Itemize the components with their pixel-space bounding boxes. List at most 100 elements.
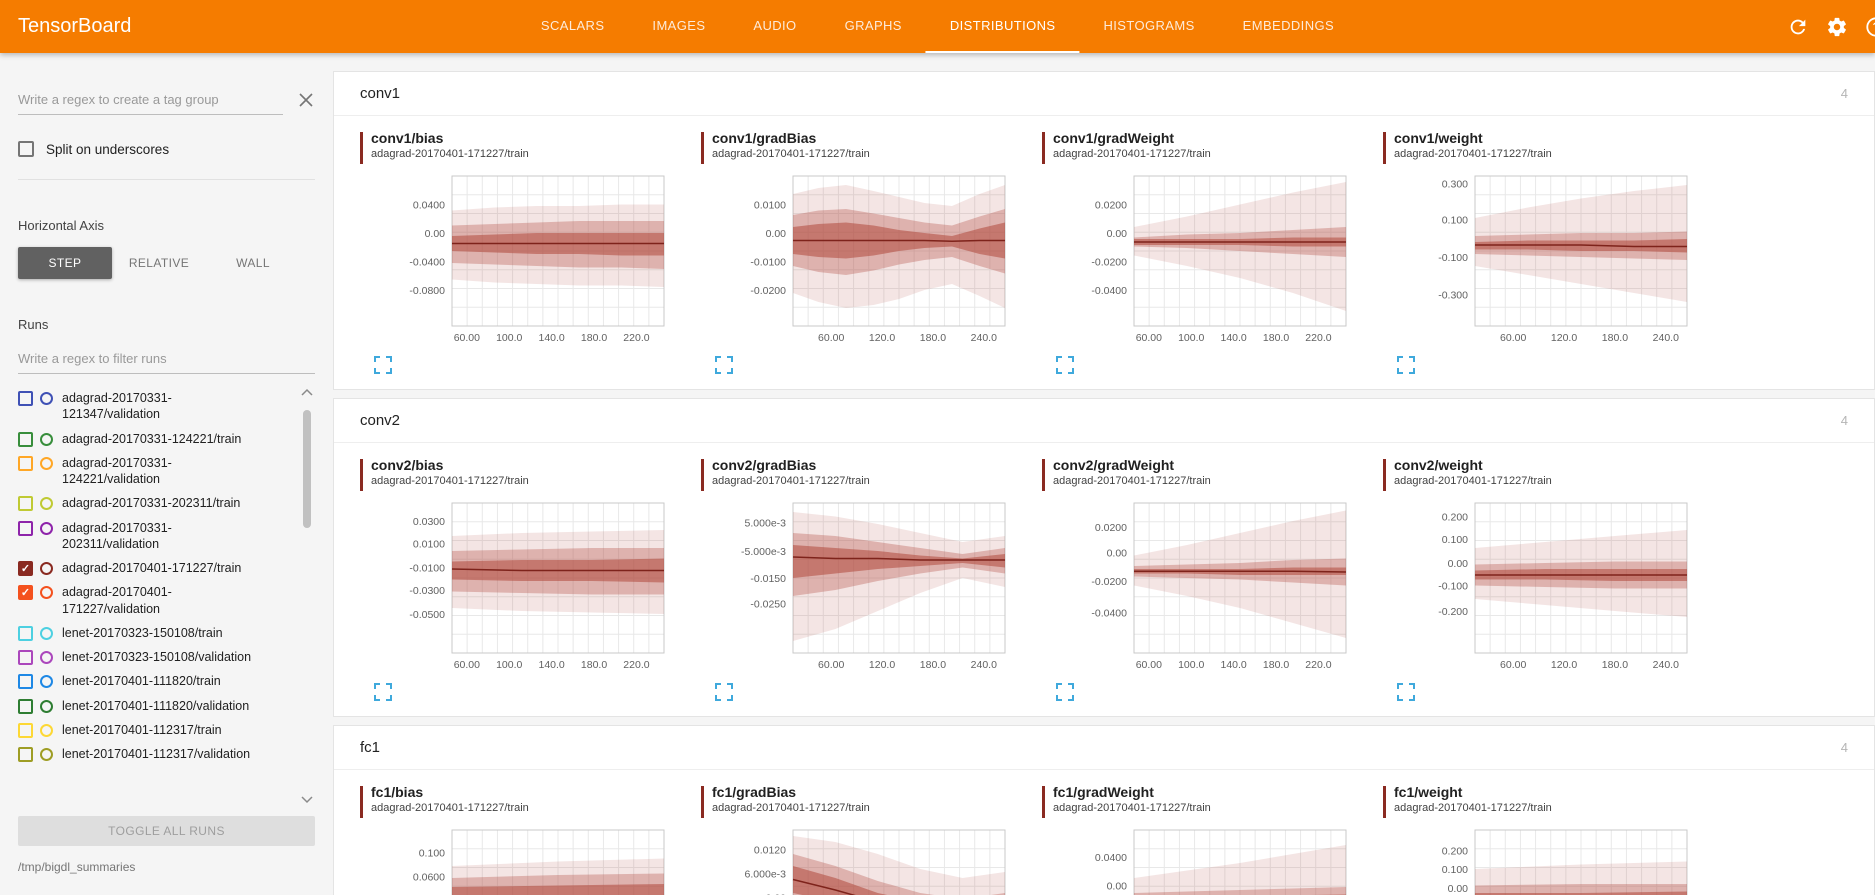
svg-text:?: ? [1873, 20, 1875, 34]
run-row[interactable]: adagrad-20170331-124221/validation [18, 451, 291, 492]
chart-title: fc1/gradWeight [1053, 784, 1154, 800]
svg-text:0.0100: 0.0100 [754, 200, 786, 212]
expand-chart-button[interactable] [1056, 683, 1074, 701]
section-header[interactable]: conv1 4 [334, 72, 1874, 116]
run-checkbox[interactable] [18, 722, 33, 738]
section-count: 4 [1840, 740, 1848, 755]
svg-text:-0.200: -0.200 [1438, 606, 1468, 618]
runs-filter-input[interactable] [18, 344, 315, 374]
run-color-circle[interactable] [40, 586, 53, 600]
axis-option-step[interactable]: STEP [18, 247, 112, 279]
scrollbar-thumb[interactable] [303, 410, 311, 528]
run-color-circle[interactable] [40, 432, 53, 446]
scroll-down-icon[interactable] [301, 796, 313, 804]
run-color-circle[interactable] [40, 723, 53, 737]
run-checkbox[interactable] [18, 650, 33, 665]
expand-chart-button[interactable] [374, 356, 392, 374]
divider [18, 179, 315, 180]
tag-group-regex-input[interactable] [18, 85, 283, 115]
run-checkbox[interactable] [18, 391, 33, 406]
run-checkbox[interactable] [18, 698, 33, 714]
run-row[interactable]: lenet-20170323-150108/train [18, 621, 291, 645]
tab-embeddings[interactable]: EMBEDDINGS [1242, 18, 1335, 33]
axis-option-wall[interactable]: WALL [206, 247, 300, 279]
svg-text:0.0600: 0.0600 [413, 872, 445, 884]
run-color-circle[interactable] [40, 497, 53, 511]
distribution-chart[interactable]: 0.0300 0.0100 -0.0100 -0.0300 -0.0500 60.00 10… [360, 495, 690, 677]
help-icon[interactable]: ? [1865, 16, 1875, 38]
expand-chart-button[interactable] [1397, 356, 1415, 374]
run-row[interactable]: adagrad-20170331-202311/validation [18, 516, 291, 557]
svg-text:-0.0200: -0.0200 [750, 285, 786, 297]
scroll-up-icon[interactable] [301, 388, 313, 396]
tab-audio[interactable]: AUDIO [753, 18, 797, 33]
run-color-circle[interactable] [40, 675, 53, 689]
refresh-icon[interactable] [1787, 16, 1809, 38]
section-header[interactable]: conv2 4 [334, 399, 1874, 443]
axis-option-relative[interactable]: RELATIVE [112, 247, 206, 279]
run-row[interactable]: adagrad-20170331-202311/train [18, 491, 291, 515]
distribution-chart[interactable]: 0.0200 0.00 -0.0200 -0.0400 60.00 100.0 140.0 1… [1042, 495, 1372, 677]
svg-text:60.00: 60.00 [454, 332, 480, 344]
svg-text:0.00: 0.00 [1107, 228, 1128, 240]
distribution-chart[interactable]: 0.0100 0.00 -0.0100 -0.0200 60.00 120.0 180.0 2… [701, 168, 1031, 350]
run-label: adagrad-20170331-124221/validation [62, 455, 172, 486]
distribution-chart[interactable]: 0.0200 0.00 -0.0200 -0.0400 60.00 100.0 140.0 1… [1042, 168, 1372, 350]
run-checkbox[interactable] [18, 431, 33, 447]
split-on-underscores-row[interactable]: Split on underscores [18, 141, 315, 157]
run-row[interactable]: lenet-20170401-112317/train [18, 718, 291, 742]
run-checkbox[interactable] [18, 674, 33, 690]
settings-icon[interactable] [1826, 16, 1848, 38]
expand-chart-button[interactable] [1056, 356, 1074, 374]
expand-chart-button[interactable] [715, 683, 733, 701]
split-checkbox[interactable] [18, 141, 34, 157]
run-color-circle[interactable] [40, 748, 53, 761]
run-color-circle[interactable] [40, 699, 53, 713]
expand-chart-button[interactable] [374, 683, 392, 701]
run-row[interactable]: adagrad-20170331-121347/validation [18, 386, 291, 427]
expand-chart-button[interactable] [1397, 683, 1415, 701]
run-row[interactable]: adagrad-20170331-124221/train [18, 427, 291, 451]
tab-distributions[interactable]: DISTRIBUTIONS [925, 0, 1080, 53]
run-color-circle[interactable] [40, 521, 53, 535]
distribution-chart[interactable]: 5.000e-3 -5.000e-3 -0.0150 -0.0250 60.00 120.… [701, 495, 1031, 677]
distribution-chart[interactable]: 0.200 0.100 0.00 -0.100 -0.200 60.00 120.0 180.… [1383, 495, 1713, 677]
run-label: adagrad-20170331-124221/train [62, 431, 242, 446]
distribution-chart[interactable]: 0.0120 6.000e-3 0.00 [701, 822, 1031, 895]
run-row[interactable]: lenet-20170401-112317/validation [18, 742, 291, 766]
distribution-chart[interactable]: 0.0400 0.00 -0.0400 -0.0800 60.00 100.0 140.0 1… [360, 168, 690, 350]
run-color-circle[interactable] [40, 562, 53, 575]
run-checkbox[interactable] [18, 625, 33, 641]
svg-text:0.100: 0.100 [1442, 215, 1468, 227]
toggle-all-runs-button[interactable]: TOGGLE ALL RUNS [18, 816, 315, 846]
run-row[interactable]: lenet-20170323-150108/validation [18, 645, 291, 669]
run-row[interactable]: adagrad-20170401-171227/train [18, 556, 291, 580]
tab-graphs[interactable]: GRAPHS [844, 18, 902, 33]
tab-histograms[interactable]: HISTOGRAMS [1103, 18, 1195, 33]
section-header[interactable]: fc1 4 [334, 726, 1874, 770]
svg-text:60.00: 60.00 [818, 659, 844, 671]
run-color-circle[interactable] [40, 456, 53, 470]
run-checkbox[interactable] [18, 520, 33, 536]
chart-title: conv2/gradBias [712, 457, 817, 473]
run-color-circle[interactable] [40, 392, 53, 405]
distribution-chart[interactable]: 0.300 0.100 -0.100 -0.300 60.00 120.0 180.0 240… [1383, 168, 1713, 350]
run-row[interactable]: lenet-20170401-111820/validation [18, 694, 291, 718]
run-color-circle[interactable] [40, 626, 53, 640]
clear-tag-filter-icon[interactable] [297, 91, 315, 109]
tab-images[interactable]: IMAGES [652, 18, 706, 33]
run-row[interactable]: lenet-20170401-111820/train [18, 669, 291, 693]
run-checkbox[interactable] [18, 455, 33, 471]
run-checkbox[interactable] [18, 496, 33, 512]
run-color-circle[interactable] [40, 651, 53, 664]
run-checkbox[interactable] [18, 747, 33, 762]
run-row[interactable]: adagrad-20170401-171227/validation [18, 580, 291, 621]
tab-scalars[interactable]: SCALARS [540, 18, 605, 33]
run-checkbox[interactable] [18, 561, 33, 577]
svg-text:180.0: 180.0 [581, 332, 607, 344]
run-checkbox[interactable] [18, 585, 33, 601]
expand-chart-button[interactable] [715, 356, 733, 374]
